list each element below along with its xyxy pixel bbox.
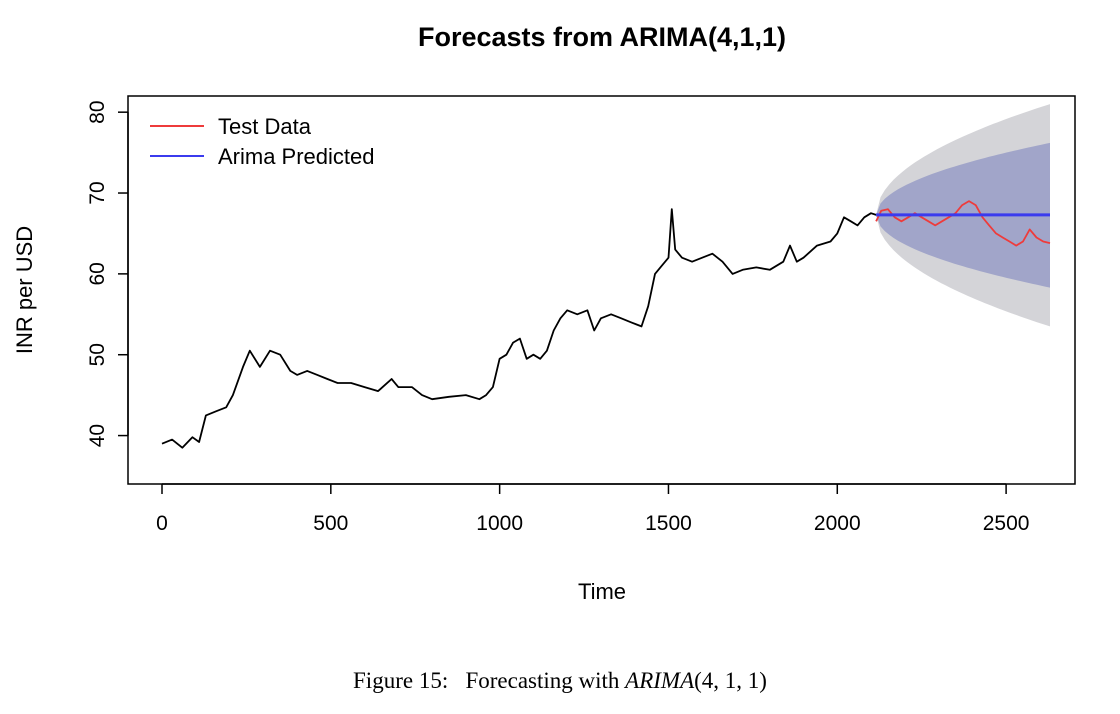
y-tick-label: 60: [86, 262, 109, 285]
x-tick-label: 2000: [814, 512, 861, 535]
x-axis: 0 500 1000 1500 2000 2500: [156, 483, 1030, 535]
figure-caption-text: Forecasting with: [465, 668, 620, 693]
figure-caption-prefix: Figure 15:: [353, 668, 449, 693]
y-axis-label: INR per USD: [12, 226, 37, 354]
figure-caption-model-order: (4, 1, 1): [694, 668, 767, 693]
figure-caption: Figure 15: Forecasting with ARIMA(4, 1, …: [0, 668, 1120, 694]
x-tick-label: 2500: [983, 512, 1030, 535]
x-tick-label: 0: [156, 512, 168, 535]
y-tick-label: 40: [86, 424, 109, 447]
y-axis: 40 50 60 70 80: [86, 100, 129, 447]
y-tick-label: 80: [86, 100, 109, 123]
x-tick-label: 500: [313, 512, 348, 535]
x-axis-label: Time: [578, 579, 626, 604]
x-tick-label: 1500: [645, 512, 692, 535]
x-tick-label: 1000: [476, 512, 523, 535]
y-tick-label: 70: [86, 181, 109, 204]
legend-label: Test Data: [218, 114, 312, 139]
historical-series-line: [161, 208, 877, 449]
figure-caption-model-name: ARIMA: [625, 668, 695, 693]
series-layer: [161, 200, 1051, 449]
legend: Test Data Arima Predicted: [150, 114, 375, 169]
y-tick-label: 50: [86, 343, 109, 366]
forecast-chart: Forecasts from ARIMA(4,1,1) 0 500 1000 1500…: [12, 22, 1076, 604]
chart-title: Forecasts from ARIMA(4,1,1): [418, 22, 786, 52]
legend-label: Arima Predicted: [218, 144, 375, 169]
test-data-line: [875, 200, 1051, 247]
